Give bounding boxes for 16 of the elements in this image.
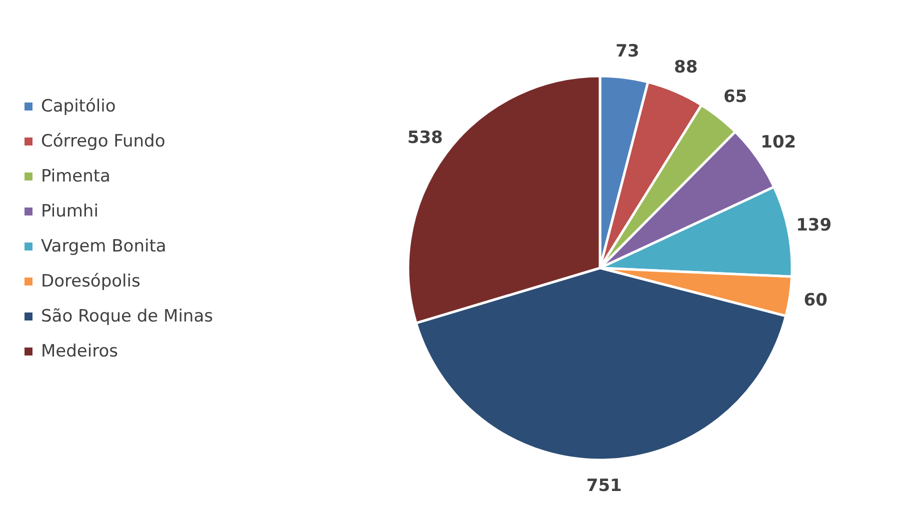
data-label: 65 [723,87,748,108]
data-label: 751 [586,476,622,496]
data-label: 88 [674,58,698,78]
data-label: 60 [804,290,828,310]
legend-label: Medeiros [41,342,118,362]
data-label: 538 [407,128,443,148]
legend-label: Córrego Fundo [41,132,166,152]
data-label: 73 [616,42,640,62]
legend-label: Doresópolis [41,272,140,292]
legend-label: São Roque de Minas [41,306,214,326]
legend-label: Capitólio [41,96,116,116]
legend-label: Piumhi [41,202,98,222]
data-label: 139 [796,216,832,236]
legend-label: Vargem Bonita [41,236,166,256]
legend-label: Pimenta [41,166,110,186]
data-label: 102 [760,132,796,153]
